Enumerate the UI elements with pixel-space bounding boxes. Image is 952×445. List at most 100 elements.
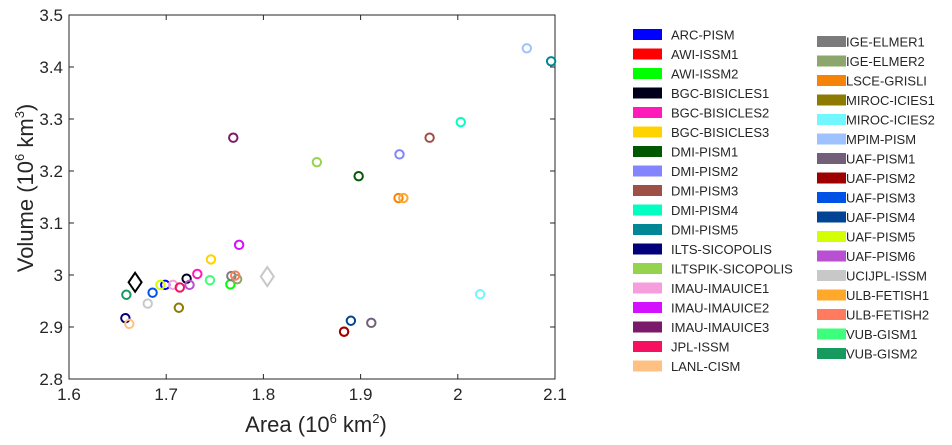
diamond-marker [127,271,143,294]
data-point [142,298,153,309]
legend-swatch [817,192,846,203]
legend-label: UAF-PISM3 [846,191,915,206]
legend-swatch [633,48,662,60]
legend-label: ULB-FETISH2 [846,308,929,323]
diamond-marker [259,265,275,288]
legend-label: IMAU-IMAUICE1 [671,281,769,296]
x-axis-label: Area (106 km2) [245,411,387,437]
data-point [124,318,135,330]
y-axis-label-unit-sup: 3 [12,111,27,118]
legend-label: UAF-PISM6 [846,249,915,264]
data-point [366,317,377,329]
data-point [338,326,350,337]
y-tick-label: 3 [54,266,63,285]
plot-area: 1.6 1.7 1.8 1.9 2 2.1 2.8 2.9 3 3.1 3.2 3.3 3.4 3.5 [39,6,566,404]
x-tick-label: 1.6 [57,385,81,404]
legend-label: DMI-PISM5 [671,223,738,238]
legend-label: VUB-GISM1 [846,327,918,342]
y-tick-label: 3.1 [39,214,63,233]
data-point [353,171,364,182]
data-point [398,192,409,204]
legend-label: UAF-PISM5 [846,230,915,245]
legend-label: UAF-PISM1 [846,152,915,167]
data-point [424,132,435,143]
x-axis-label-unit: km [337,412,372,437]
data-point [545,56,557,67]
y-axis-label-end: ) [13,104,38,111]
data-point [184,279,195,291]
legend-label: AWI-ISSM2 [671,67,738,82]
x-tick-label: 1.7 [154,385,178,404]
legend-swatch [817,309,846,320]
legend-swatch [817,231,846,242]
legend: ARC-PISM AWI-ISSM1 AWI-ISSM2 BGC-BISICLES1 B… [633,28,935,374]
legend-swatch [633,341,662,352]
data-point [455,116,466,128]
legend-swatch [817,153,846,164]
legend-swatch [817,328,846,340]
y-tick-label: 2.9 [39,318,63,337]
x-axis-label-text: Area (10 [245,412,329,437]
legend-swatch [817,36,846,47]
legend-label: DMI-PISM3 [671,184,738,199]
legend-label: JPL-ISSM [671,340,730,355]
data-point [204,275,216,286]
legend-swatch [817,114,846,125]
y-tick-label: 3.2 [39,162,63,181]
plot-frame [68,14,556,380]
legend-label: BGC-BISICLES1 [671,86,769,101]
x-tick-label: 1.8 [252,385,276,404]
legend-label: IMAU-IMAUICE3 [671,320,769,335]
data-point [345,315,357,326]
legend-swatch [633,185,662,196]
legend-swatch [817,211,846,223]
data-point [174,282,186,293]
legend-swatch [633,146,662,157]
y-axis-label: Volume (106 km3) [12,104,38,273]
legend-label: MPIM-PISM [846,132,916,147]
y-tick-label: 3.3 [39,110,63,129]
data-point [230,270,241,281]
legend-label: UAF-PISM2 [846,171,915,186]
legend-label: MIROC-ICIES1 [846,93,935,108]
legend-label: DMI-PISM1 [671,145,738,160]
legend-swatch [817,75,846,86]
legend-swatch [817,55,846,67]
x-tick-label: 2 [453,385,462,404]
data-point [173,302,185,313]
legend-swatch [633,360,662,372]
legend-label: IGE-ELMER2 [846,54,925,69]
legend-swatch [817,172,846,184]
y-axis-label-unit: km [13,118,38,153]
y-tick-label: 3.5 [39,6,63,25]
legend-swatch [633,302,662,313]
data-point [147,287,158,298]
legend-swatch [817,250,846,262]
legend-swatch [633,243,662,255]
x-axis-label-unit-sup: 2 [372,411,379,426]
legend-swatch [817,94,846,106]
legend-label: AWI-ISSM1 [671,47,738,62]
legend-label: ARC-PISM [671,28,735,43]
y-axis-label-sup: 6 [12,154,27,161]
legend-label: DMI-PISM4 [671,203,738,218]
legend-swatch [633,29,662,40]
legend-label: LSCE-GRISLI [846,74,927,89]
legend-label: ILTS-SICOPOLIS [671,242,772,257]
legend-label: IGE-ELMER1 [846,35,925,50]
data-point [233,239,245,251]
legend-swatch [633,204,662,216]
data-point [121,289,132,300]
data-point [155,279,166,291]
legend-swatch [817,289,846,301]
x-tick-label: 2.1 [543,385,567,404]
x-tick-label: 1.9 [349,385,373,404]
data-point [311,156,323,168]
legend-swatch [633,263,662,274]
data-point [394,149,405,160]
x-axis-label-end: ) [379,412,386,437]
legend-label: BGC-BISICLES3 [671,125,769,140]
y-tick-label: 2.8 [39,370,63,389]
data-point [205,254,217,265]
